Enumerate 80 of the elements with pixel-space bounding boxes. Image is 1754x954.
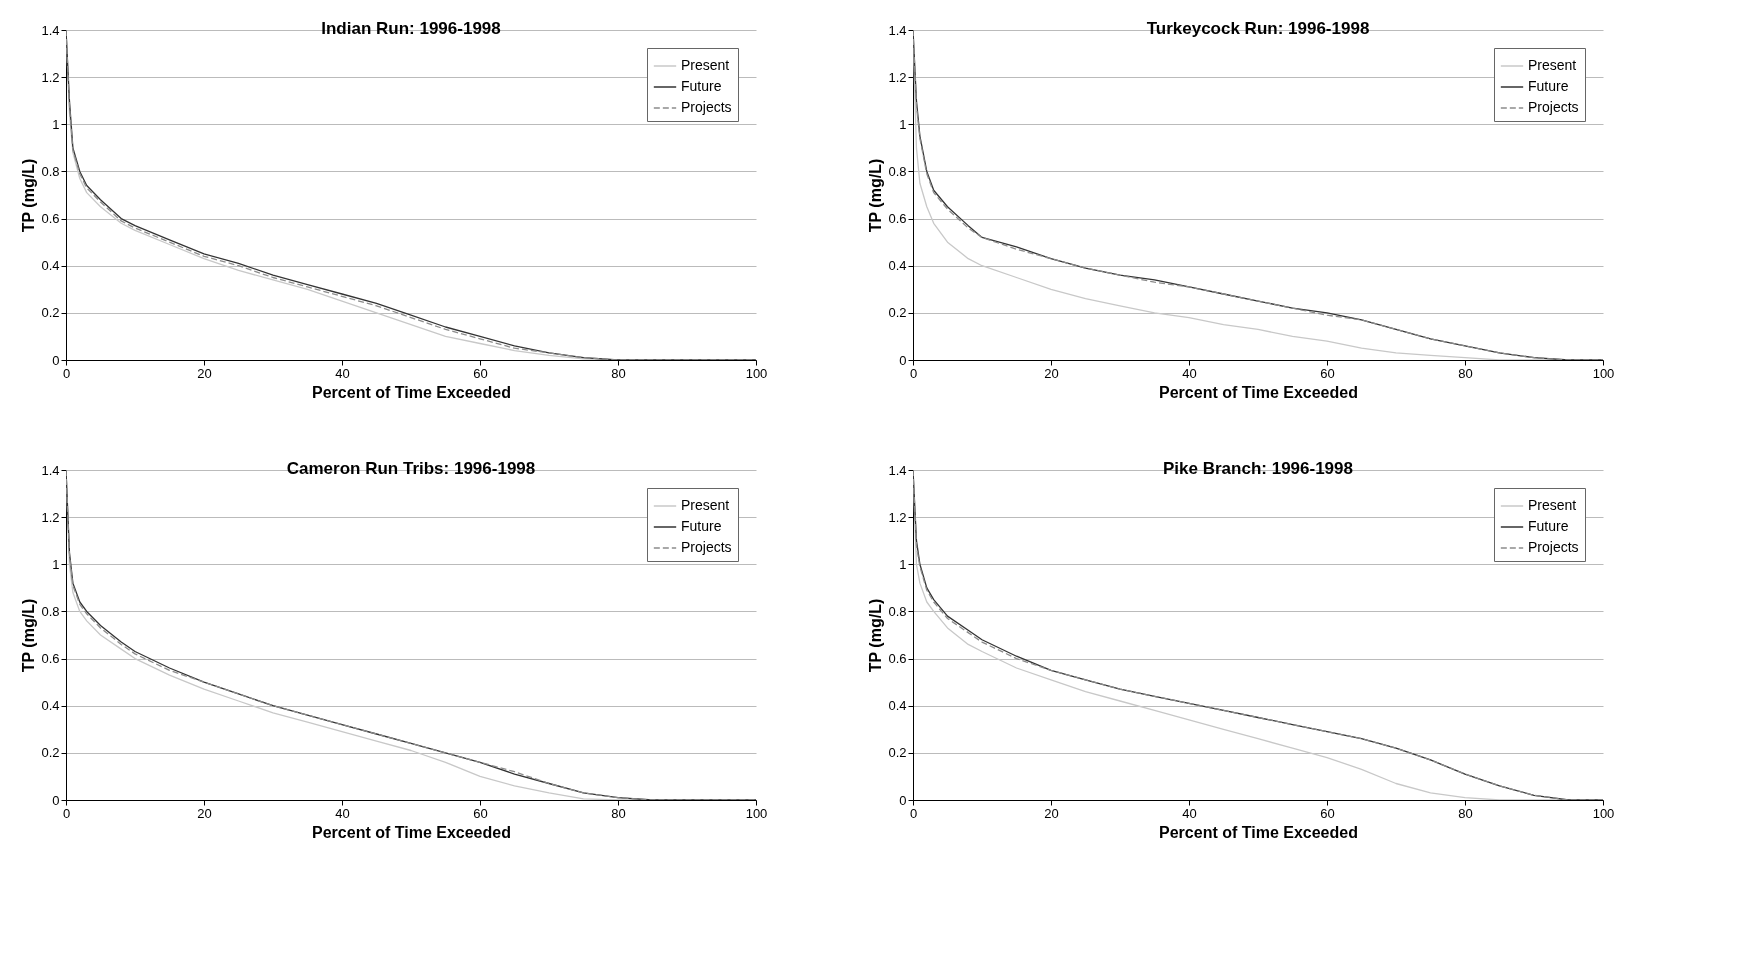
y-tick-label: 1.2 xyxy=(888,509,907,525)
legend-label: Present xyxy=(1528,57,1577,73)
y-axis-title: TP (mg/L) xyxy=(20,598,38,673)
legend-label: Projects xyxy=(1528,99,1579,115)
legend-label: Present xyxy=(681,57,730,73)
y-tick-label: 1 xyxy=(899,116,907,132)
y-tick-label: 0.4 xyxy=(888,258,907,274)
y-tick-label: 0.2 xyxy=(888,305,907,321)
x-tick-label: 60 xyxy=(1320,805,1335,821)
x-tick-label: 60 xyxy=(1320,365,1335,381)
x-tick-label: 80 xyxy=(1458,365,1473,381)
chart-title: Cameron Run Tribs: 1996-1998 xyxy=(286,459,536,478)
legend-label: Projects xyxy=(681,99,732,115)
y-tick-label: 1.4 xyxy=(888,462,907,478)
y-tick-label: 0.6 xyxy=(41,211,60,227)
y-tick-label: 0 xyxy=(52,352,60,368)
y-tick-label: 1.2 xyxy=(41,509,60,525)
y-tick-label: 0.2 xyxy=(41,305,60,321)
x-tick-label: 20 xyxy=(197,805,212,821)
y-axis-title: TP (mg/L) xyxy=(867,598,885,673)
y-tick-label: 1 xyxy=(52,556,60,572)
x-axis-title: Percent of Time Exceeded xyxy=(1159,383,1358,401)
x-tick-label: 100 xyxy=(745,365,768,381)
legend-label: Future xyxy=(1528,518,1569,534)
x-tick-label: 40 xyxy=(1182,365,1197,381)
y-tick-label: 0.8 xyxy=(41,603,60,619)
x-axis-title: Percent of Time Exceeded xyxy=(1159,823,1358,841)
y-tick-label: 1.4 xyxy=(888,22,907,38)
x-tick-label: 60 xyxy=(473,365,488,381)
y-tick-label: 1.4 xyxy=(41,22,60,38)
x-tick-label: 0 xyxy=(62,365,71,381)
y-tick-label: 0 xyxy=(899,352,907,368)
y-tick-label: 0.4 xyxy=(41,258,60,274)
chart-title: Indian Run: 1996-1998 xyxy=(321,19,501,38)
y-tick-label: 0.8 xyxy=(41,163,60,179)
x-axis-title: Percent of Time Exceeded xyxy=(312,383,511,401)
y-tick-label: 0.6 xyxy=(888,651,907,667)
y-tick-label: 0.6 xyxy=(41,651,60,667)
x-axis-title: Percent of Time Exceeded xyxy=(312,823,511,841)
x-tick-label: 20 xyxy=(197,365,212,381)
y-tick-label: 1.4 xyxy=(41,462,60,478)
y-tick-label: 0.8 xyxy=(888,603,907,619)
x-tick-label: 20 xyxy=(1044,805,1059,821)
y-tick-label: 0 xyxy=(899,792,907,808)
legend-label: Future xyxy=(1528,78,1569,94)
x-tick-label: 60 xyxy=(473,805,488,821)
y-tick-label: 0.2 xyxy=(41,745,60,761)
y-axis-title: TP (mg/L) xyxy=(867,158,885,233)
chart-title: Turkeycock Run: 1996-1998 xyxy=(1146,19,1370,38)
y-axis-title: TP (mg/L) xyxy=(20,158,38,233)
x-tick-label: 0 xyxy=(62,805,71,821)
legend-label: Projects xyxy=(681,539,732,555)
y-tick-label: 0.2 xyxy=(888,745,907,761)
y-tick-label: 0.8 xyxy=(888,163,907,179)
x-tick-label: 80 xyxy=(1458,805,1473,821)
y-tick-label: 0.4 xyxy=(888,698,907,714)
y-tick-label: 0.6 xyxy=(888,211,907,227)
x-tick-label: 80 xyxy=(611,805,626,821)
x-tick-label: 40 xyxy=(335,805,350,821)
y-tick-label: 1 xyxy=(52,116,60,132)
chart-title: Pike Branch: 1996-1998 xyxy=(1163,459,1353,478)
x-tick-label: 0 xyxy=(909,805,918,821)
x-tick-label: 20 xyxy=(1044,365,1059,381)
y-tick-label: 0.4 xyxy=(41,698,60,714)
y-tick-label: 0 xyxy=(52,792,60,808)
legend-label: Future xyxy=(681,78,722,94)
x-tick-label: 100 xyxy=(1592,805,1615,821)
y-tick-label: 1 xyxy=(899,556,907,572)
y-tick-label: 1.2 xyxy=(41,69,60,85)
legend-label: Present xyxy=(681,497,730,513)
legend-label: Future xyxy=(681,518,722,534)
y-tick-label: 1.2 xyxy=(888,69,907,85)
legend-label: Projects xyxy=(1528,539,1579,555)
x-tick-label: 40 xyxy=(1182,805,1197,821)
legend-label: Present xyxy=(1528,497,1577,513)
x-tick-label: 80 xyxy=(611,365,626,381)
x-tick-label: 0 xyxy=(909,365,918,381)
x-tick-label: 40 xyxy=(335,365,350,381)
x-tick-label: 100 xyxy=(745,805,768,821)
x-tick-label: 100 xyxy=(1592,365,1615,381)
